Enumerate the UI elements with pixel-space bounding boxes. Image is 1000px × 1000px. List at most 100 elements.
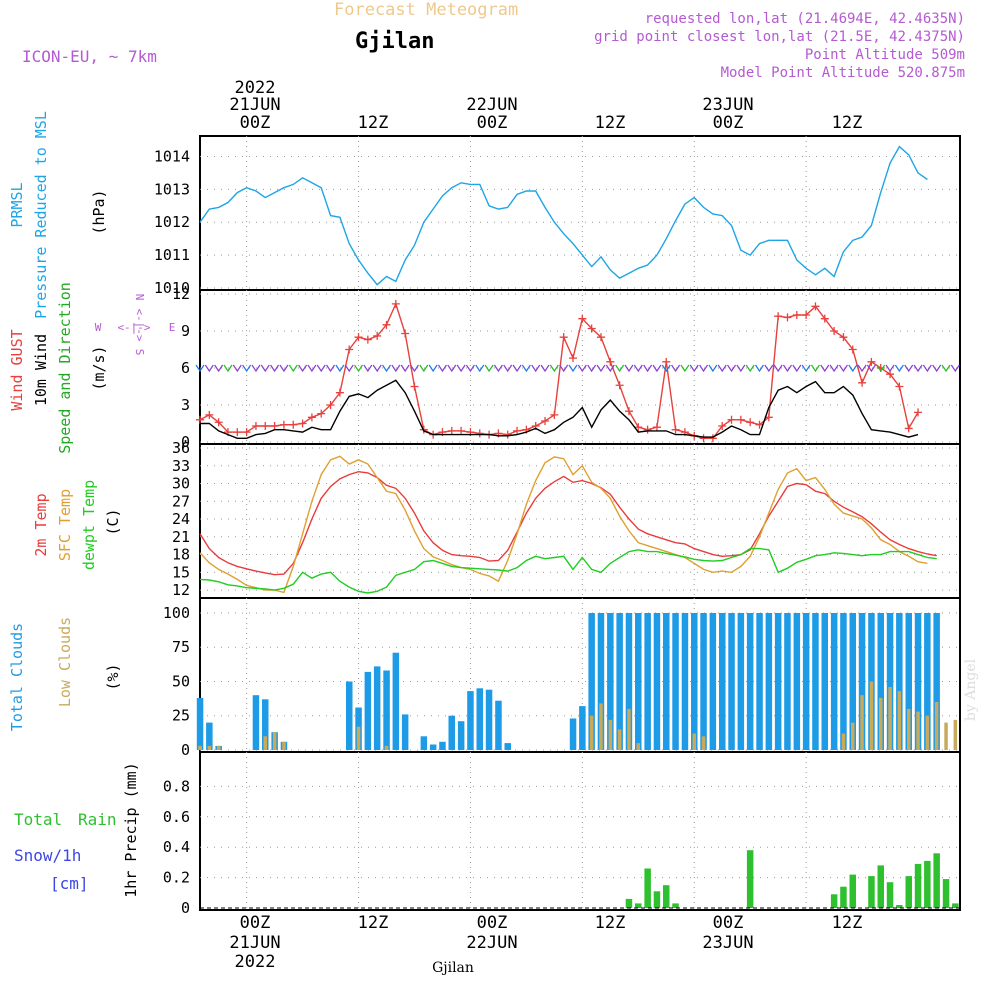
series-10m-wind — [200, 379, 919, 439]
wind-direction-arrow — [559, 364, 569, 373]
gust-marker — [205, 410, 214, 419]
gust-marker — [503, 430, 512, 439]
ytick-3-2: 50 — [172, 672, 190, 690]
gust-marker — [214, 418, 223, 427]
wind-direction-arrow — [913, 364, 923, 373]
bar-total-rain — [886, 882, 894, 908]
gust-marker — [596, 333, 605, 342]
ytick-0-4: 1014 — [154, 147, 190, 165]
wind-direction-arrow — [605, 364, 615, 373]
requested-coords: requested lon,lat (21.4694E, 42.4635N) — [645, 11, 965, 27]
bar-total-clouds — [774, 613, 782, 750]
bar-low-clouds — [934, 702, 939, 750]
wind-direction-arrow — [801, 364, 811, 373]
bar-total-clouds — [607, 613, 614, 750]
temp-label-1: 2m Temp — [32, 493, 50, 556]
top-hour-6: 12Z — [832, 113, 863, 133]
bar-total-rain — [672, 903, 679, 908]
wind-label-1: Wind GUST — [8, 329, 26, 410]
gust-marker — [746, 418, 755, 427]
bar-total-clouds — [858, 613, 866, 750]
wind-direction-arrow — [894, 364, 904, 373]
bar-low-clouds — [860, 695, 864, 750]
gust-marker — [736, 415, 745, 424]
cloud-label-1: Total Clouds — [8, 623, 26, 731]
wind-direction-arrow — [447, 364, 457, 373]
bar-total-clouds — [429, 744, 437, 750]
wind-direction-arrow — [596, 364, 606, 373]
wind-direction-arrow — [876, 364, 886, 373]
gust-marker — [587, 324, 596, 333]
gust-marker — [261, 421, 270, 430]
gust-marker — [708, 434, 717, 443]
gust-marker — [410, 382, 419, 391]
series-wind-gust — [199, 301, 919, 439]
wind-direction-arrow — [717, 364, 727, 373]
wind-direction-arrow — [577, 364, 587, 373]
bar-low-clouds — [617, 729, 622, 750]
bar-low-clouds — [953, 719, 958, 750]
bar-total-rain — [849, 874, 856, 908]
bar-total-clouds — [383, 670, 390, 750]
ytick-2-7: 33 — [172, 457, 190, 475]
bar-low-clouds — [384, 745, 389, 750]
gust-marker — [783, 313, 792, 322]
bar-total-clouds — [467, 691, 474, 750]
bar-total-clouds — [635, 613, 642, 750]
temp-unit: (C) — [104, 508, 122, 535]
bar-total-clouds — [933, 613, 940, 750]
bottom-year: 2022 — [235, 952, 276, 972]
wind-direction-arrow — [932, 364, 942, 373]
bar-total-clouds — [569, 718, 577, 750]
bar-total-clouds — [784, 613, 791, 750]
ytick-2-2: 18 — [172, 546, 190, 564]
compass-e: E — [169, 321, 176, 334]
bar-total-clouds — [644, 613, 651, 750]
wind-direction-arrow — [437, 364, 447, 373]
bar-total-rain — [653, 891, 661, 908]
wind-direction-arrow — [866, 364, 876, 373]
wind-direction-arrow — [307, 364, 317, 373]
bar-low-clouds — [356, 726, 361, 750]
wind-direction-arrow — [624, 364, 634, 373]
location-title: Gjilan — [355, 29, 434, 54]
bar-total-clouds — [840, 613, 847, 750]
wind-direction-arrow — [773, 364, 783, 373]
wind-direction-arrow — [354, 364, 364, 373]
ytick-2-6: 30 — [172, 475, 190, 493]
bar-total-rain — [644, 868, 651, 908]
bar-total-clouds — [196, 697, 204, 750]
credit-watermark: by Angel — [963, 658, 979, 721]
compass-n: N — [133, 294, 146, 301]
gust-marker — [820, 314, 829, 323]
model-label: ICON-EU, ~ 7km — [22, 47, 157, 66]
compass-w: W — [95, 321, 102, 334]
wind-labels: Wind GUST 10m Wind Speed and Direction (… — [8, 282, 175, 454]
bar-total-clouds — [262, 699, 269, 750]
gust-marker — [727, 415, 736, 424]
gust-marker — [373, 331, 382, 340]
bar-low-clouds — [692, 733, 696, 750]
gust-marker — [671, 425, 680, 434]
gust-marker — [624, 407, 633, 416]
ytick-1-3: 9 — [181, 322, 190, 340]
top-year: 2022 — [235, 78, 276, 98]
bar-low-clouds — [636, 743, 640, 750]
bar-total-clouds — [756, 613, 763, 750]
ytick-2-5: 27 — [172, 492, 190, 510]
bar-total-clouds — [924, 613, 931, 750]
bar-total-rain — [635, 903, 642, 908]
wind-direction-arrow — [409, 364, 419, 373]
wind-direction-arrow — [549, 364, 559, 373]
wind-direction-arrow — [242, 364, 252, 373]
product-title: Forecast Meteogram — [334, 0, 518, 20]
bar-low-clouds — [925, 715, 930, 750]
bar-total-clouds — [672, 613, 679, 750]
wind-direction-arrow — [838, 364, 848, 373]
bottom-hour-1: 00Z — [240, 913, 271, 933]
gust-marker — [699, 434, 708, 443]
pressure-unit: (hPa) — [90, 189, 108, 234]
bottom-date-1: 21JUN — [229, 933, 280, 953]
wind-direction-arrow — [587, 364, 597, 373]
bar-total-clouds — [597, 613, 605, 750]
